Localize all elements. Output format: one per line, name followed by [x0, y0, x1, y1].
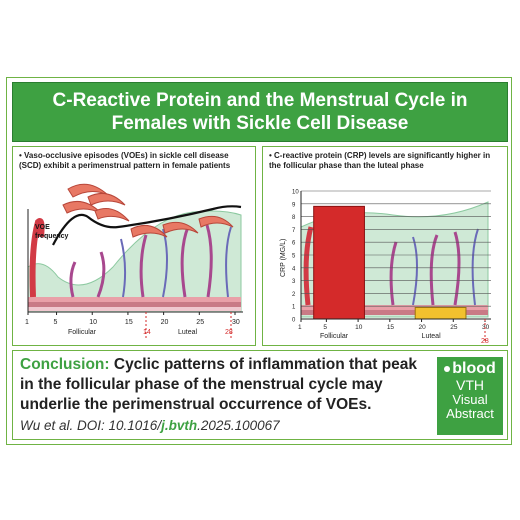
crp-y-tick-label: 8 — [292, 215, 296, 221]
crp-y-tick-label: 2 — [292, 292, 296, 298]
conclusion-box: Conclusion: Cyclic patterns of inflammat… — [12, 350, 508, 440]
blood-logo-text: blood — [452, 360, 496, 377]
crp-x-tick-label: 1 — [298, 324, 302, 331]
voe-tick-label: 10 — [89, 319, 97, 326]
voe-tick-label: 20 — [161, 319, 169, 326]
voe-phase-follicular: Follicular — [68, 329, 97, 336]
crp-y-ticks: 0 1 2 3 4 5 6 7 8 9 10 — [292, 190, 299, 324]
crp-y-tick-label: 9 — [292, 202, 296, 208]
crp-y-tick-label: 5 — [292, 254, 296, 260]
crp-panel-text: • C-reactive protein (CRP) levels are si… — [269, 151, 491, 170]
badge-line1: VTH — [456, 377, 484, 393]
voe-tick-label: 25 — [196, 319, 204, 326]
blood-vth-badge: blood VTH Visual Abstract — [437, 357, 503, 435]
crp-y-tick-label: 0 — [292, 318, 296, 324]
header-banner: C-Reactive Protein and the Menstrual Cyc… — [12, 82, 508, 142]
crp-tissue-layer — [301, 226, 488, 315]
sickle-cells — [62, 183, 234, 238]
blood-logo: blood — [437, 360, 503, 378]
conclusion-body: Cyclic patterns of inflammation that pea… — [20, 356, 418, 413]
page-title: C-Reactive Protein and the Menstrual Cyc… — [52, 90, 468, 134]
voe-tick-label: 5 — [54, 319, 58, 326]
voe-day14-label: 14 — [143, 329, 151, 336]
crp-y-tick-label: 10 — [292, 190, 299, 196]
tissue-layer — [28, 218, 241, 311]
crp-x-ticks: 1 5 10 15 20 25 30 — [298, 319, 490, 331]
citation-strong: j.bvth — [161, 418, 198, 433]
crp-day28-label: 28 — [481, 338, 489, 345]
crp-category-luteal: Luteal — [422, 333, 442, 340]
blood-drop-icon — [444, 365, 451, 372]
crp-category-follicular: Follicular — [320, 333, 349, 340]
voe-tick-label: 1 — [25, 319, 29, 326]
crp-y-tick-label: 6 — [292, 241, 296, 247]
crp-ylabel: CRP (MG/L) — [280, 239, 287, 277]
crp-y-tick-label: 7 — [292, 228, 296, 234]
voe-illustration: VOE frequency 1 5 10 15 20 25 30 14 28 Follicu… — [25, 183, 243, 339]
crp-panel: • C-reactive protein (CRP) levels are si… — [262, 146, 508, 346]
voe-tick-label: 30 — [232, 319, 240, 326]
crp-x-tick-label: 5 — [323, 324, 327, 331]
crp-x-tick-label: 10 — [355, 324, 363, 331]
voe-ylabel-line1: VOE — [35, 224, 50, 231]
badge-line3: Abstract — [446, 406, 494, 421]
voe-panel-text: • Vaso-occlusive episodes (VOEs) in sick… — [19, 151, 231, 170]
crp-bar-luteal — [414, 306, 467, 320]
crp-x-tick-label: 15 — [387, 324, 395, 331]
voe-panel: • Vaso-occlusive episodes (VOEs) in sick… — [12, 146, 256, 346]
crp-bar-follicular — [313, 205, 365, 320]
crp-y-tick-label: 3 — [292, 279, 296, 285]
voe-x-ticks: 1 5 10 15 20 25 30 — [25, 312, 240, 326]
voe-phase-luteal: Luteal — [178, 329, 198, 336]
citation-prefix: Wu et al. DOI: 10.1016/ — [20, 418, 162, 433]
crp-x-tick-label: 30 — [482, 324, 490, 331]
crp-y-tick-label: 4 — [292, 266, 296, 272]
crp-bars — [313, 205, 467, 320]
voe-frequency-curve — [52, 205, 242, 246]
crp-x-tick-label: 20 — [419, 324, 427, 331]
badge-line2: Visual — [452, 392, 488, 407]
conclusion-text: Conclusion: Cyclic patterns of inflammat… — [20, 355, 430, 415]
voe-tick-label: 15 — [125, 319, 133, 326]
crp-y-tick-label: 1 — [292, 305, 296, 311]
voe-ylabel-line2: frequency — [35, 233, 69, 240]
crp-x-tick-label: 25 — [450, 324, 458, 331]
citation: Wu et al. DOI: 10.1016/j.bvth.2025.10006… — [20, 418, 280, 433]
citation-suffix: .2025.100067 — [197, 418, 280, 433]
voe-day28-label: 28 — [225, 329, 233, 336]
conclusion-label: Conclusion: — [20, 356, 110, 373]
